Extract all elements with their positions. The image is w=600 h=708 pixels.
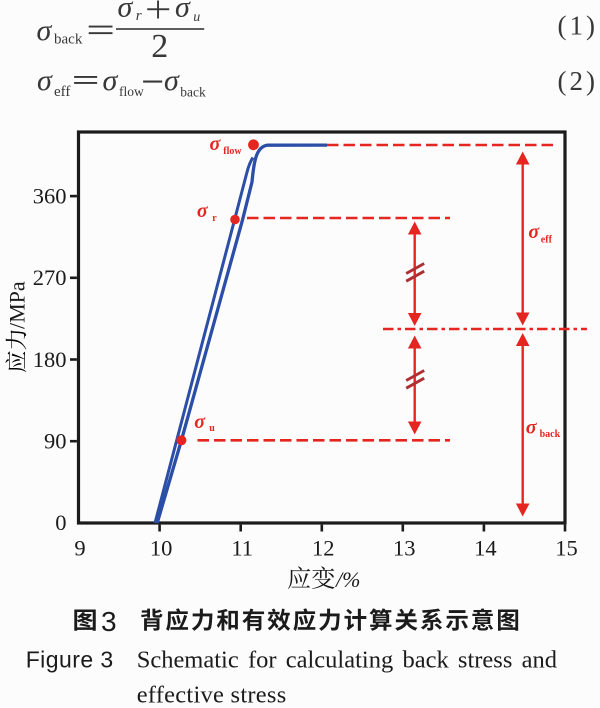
svg-text:10: 10	[150, 536, 173, 561]
svg-text:0: 0	[55, 510, 66, 535]
svg-text:r: r	[212, 213, 217, 224]
svg-text:σ: σ	[526, 417, 538, 439]
svg-text:180: 180	[33, 347, 67, 372]
svg-text:r: r	[136, 8, 142, 24]
svg-text:σ: σ	[164, 64, 180, 97]
svg-text:u: u	[209, 423, 215, 434]
svg-text:2: 2	[151, 28, 168, 65]
svg-text:σ: σ	[37, 14, 53, 47]
svg-text:back: back	[540, 429, 561, 440]
svg-text:σ: σ	[528, 221, 540, 243]
svg-text:/%: /%	[334, 567, 360, 592]
svg-text:12: 12	[312, 536, 335, 561]
svg-text:13: 13	[393, 536, 416, 561]
svg-text:back: back	[180, 84, 206, 99]
svg-text:effective stress: effective stress	[137, 682, 287, 708]
svg-text:90: 90	[44, 429, 67, 454]
svg-text:σ: σ	[37, 64, 53, 97]
svg-text:360: 360	[33, 183, 67, 208]
svg-text:Schematic for calculating back: Schematic for calculating back stress an…	[137, 647, 557, 674]
svg-text:(1): (1)	[558, 10, 598, 40]
svg-text:eff: eff	[541, 234, 553, 245]
svg-text:σ: σ	[210, 133, 222, 155]
svg-text:back: back	[54, 32, 83, 48]
svg-text:Figure 3: Figure 3	[26, 647, 114, 673]
svg-text:270: 270	[33, 265, 67, 290]
svg-text:σ: σ	[103, 64, 119, 97]
svg-text:15: 15	[555, 536, 578, 561]
svg-text:σ: σ	[197, 200, 209, 222]
svg-text:u: u	[193, 10, 200, 25]
svg-text:flow: flow	[119, 84, 144, 99]
svg-text:flow: flow	[223, 146, 242, 157]
svg-text:/MPa: /MPa	[5, 281, 30, 329]
svg-text:σ: σ	[175, 0, 191, 24]
svg-text:9: 9	[74, 536, 85, 561]
svg-text:11: 11	[231, 536, 253, 561]
svg-text:3: 3	[101, 606, 117, 637]
svg-text:σ: σ	[118, 0, 134, 24]
svg-text:(2): (2)	[558, 66, 598, 96]
svg-text:σ: σ	[194, 411, 206, 433]
svg-text:14: 14	[474, 536, 497, 561]
svg-text:eff: eff	[54, 84, 70, 100]
